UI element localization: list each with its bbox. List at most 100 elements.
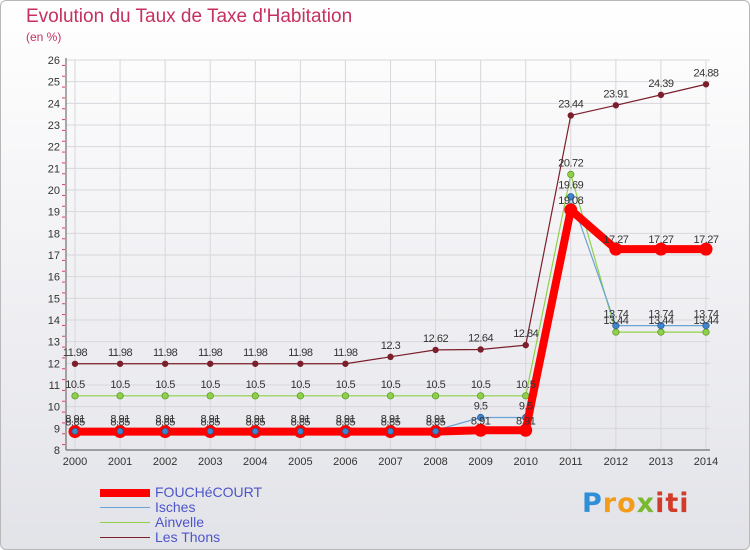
data-label-isches: 9.5	[519, 401, 533, 413]
data-label-isches: 19.69	[558, 180, 583, 192]
data-point-ainvelle	[612, 328, 620, 336]
data-point-isches-overlay	[116, 427, 124, 435]
data-label-les-thons: 12.84	[513, 328, 538, 340]
data-label-les-thons: 11.98	[288, 347, 313, 359]
data-label-les-thons: 24.39	[648, 78, 673, 90]
y-tick-label: 22	[48, 142, 60, 154]
x-tick-label: 2007	[378, 456, 402, 468]
x-tick-label: 2009	[468, 456, 492, 468]
data-point-ainvelle	[657, 328, 665, 336]
x-tick-label: 2008	[423, 456, 447, 468]
data-point-isches	[657, 322, 665, 330]
x-tick-label: 2006	[333, 456, 357, 468]
data-point-les-thons	[207, 360, 214, 367]
data-label-ainvelle: 10.5	[65, 379, 85, 391]
data-point-isches-overlay	[71, 427, 79, 435]
data-label-les-thons: 23.44	[558, 98, 583, 110]
data-point-les-thons	[702, 81, 710, 88]
y-tick-label: 17	[48, 250, 60, 262]
data-point-les-thons	[567, 112, 574, 119]
y-tick-label: 15	[48, 293, 60, 305]
x-tick-label: 2002	[153, 456, 177, 468]
data-label-isches: 13.74	[648, 309, 673, 321]
data-label-fouch-court: 17.27	[603, 234, 628, 246]
data-point-isches-overlay	[296, 427, 304, 435]
data-point-les-thons	[612, 102, 620, 109]
data-label-les-thons: 12.64	[468, 332, 493, 344]
data-point-les-thons	[432, 346, 439, 354]
data-label-ainvelle: 10.5	[336, 379, 356, 391]
data-label-ainvelle: 10.5	[201, 379, 221, 391]
data-point-isches	[567, 193, 575, 201]
data-label-fouch-court: 8.85	[201, 417, 221, 429]
data-label-fouch-court: 8.85	[155, 417, 175, 429]
y-tick-label: 8	[54, 445, 60, 457]
data-label-ainvelle: 13.44	[693, 315, 718, 327]
data-label-ainvelle: 10.5	[426, 379, 446, 391]
data-point-ainvelle	[702, 328, 710, 336]
data-label-ainvelle: 10.5	[516, 379, 536, 391]
data-label-isches: 8.91	[201, 413, 221, 425]
legend-swatch-fouchecourt	[100, 489, 150, 497]
data-label-ainvelle: 13.44	[603, 315, 628, 327]
data-point-fouch-court	[519, 423, 533, 437]
data-point-fouch-court	[699, 242, 713, 256]
y-tick-label: 14	[48, 315, 60, 327]
x-tick-label: 2000	[63, 456, 87, 468]
data-label-les-thons: 24.88	[693, 67, 718, 79]
y-tick-label: 19	[48, 207, 60, 219]
x-tick-label: 2010	[513, 456, 537, 468]
data-label-fouch-court: 8.85	[110, 417, 130, 429]
legend-label-isches: Isches	[155, 499, 196, 515]
data-labels: 11.98 11.98 11.98 11.98 11.98 11.98 11.98 12.3 1…	[63, 67, 720, 429]
x-tick-label: 2004	[243, 456, 267, 468]
y-tick-label: 16	[48, 272, 60, 284]
data-label-fouch-court: 17.27	[648, 234, 673, 246]
data-point-isches-overlay	[206, 427, 214, 435]
data-label-fouch-court: 19.08	[558, 195, 583, 207]
data-label-les-thons: 11.98	[108, 347, 133, 359]
legend-swatch-ainvelle	[100, 522, 150, 523]
data-point-les-thons	[297, 360, 304, 367]
data-point-ainvelle	[71, 392, 79, 400]
data-point-ainvelle	[477, 392, 485, 400]
data-label-fouch-court: 8.85	[65, 417, 85, 429]
data-label-les-thons: 11.98	[63, 347, 88, 359]
legend-label-ainvelle: Ainvelle	[155, 514, 205, 530]
x-tick-label: 2005	[288, 456, 312, 468]
data-label-isches: 9.5	[474, 401, 488, 413]
data-label-isches: 8.91	[65, 413, 85, 425]
data-label-ainvelle: 10.5	[291, 379, 311, 391]
data-label-les-thons: 11.98	[333, 347, 358, 359]
data-point-isches-overlay	[342, 427, 349, 435]
proxiti-logo: Proxiti	[582, 488, 690, 519]
data-point-les-thons	[387, 353, 394, 361]
x-tick-label: 2003	[198, 456, 222, 468]
data-label-isches: 8.91	[246, 413, 266, 425]
data-label-les-thons: 12.3	[381, 340, 401, 352]
axes: 8 9 10 11 12 13 14 15 16 17 18 19 20 21 22 23 24 25 26 2000…	[48, 55, 718, 468]
y-tick-label: 9	[54, 423, 60, 435]
data-point-fouch-court	[654, 242, 668, 256]
data-point-fouch-court	[609, 242, 623, 256]
data-label-les-thons: 11.98	[198, 347, 223, 359]
data-label-fouch-court: 17.27	[693, 234, 718, 246]
data-point-isches-overlay	[161, 427, 169, 435]
data-label-ainvelle: 10.5	[246, 379, 266, 391]
data-label-isches: 8.91	[381, 413, 401, 425]
data-point-ainvelle	[206, 392, 214, 400]
data-point-isches	[477, 413, 485, 422]
y-tick-label: 18	[48, 228, 60, 240]
data-point-les-thons	[657, 91, 665, 99]
data-label-fouch-court: 8.91	[471, 415, 491, 427]
data-point-isches-overlay	[432, 427, 439, 435]
data-label-fouch-court: 8.85	[381, 417, 401, 429]
data-label-isches: 8.91	[426, 413, 446, 425]
y-tick-label: 26	[48, 55, 60, 67]
legend-label-les-thons: Les Thons	[155, 529, 221, 545]
chart-unit-label: (en %)	[26, 30, 62, 44]
data-point-ainvelle	[251, 392, 259, 400]
data-point-ainvelle	[431, 392, 440, 400]
